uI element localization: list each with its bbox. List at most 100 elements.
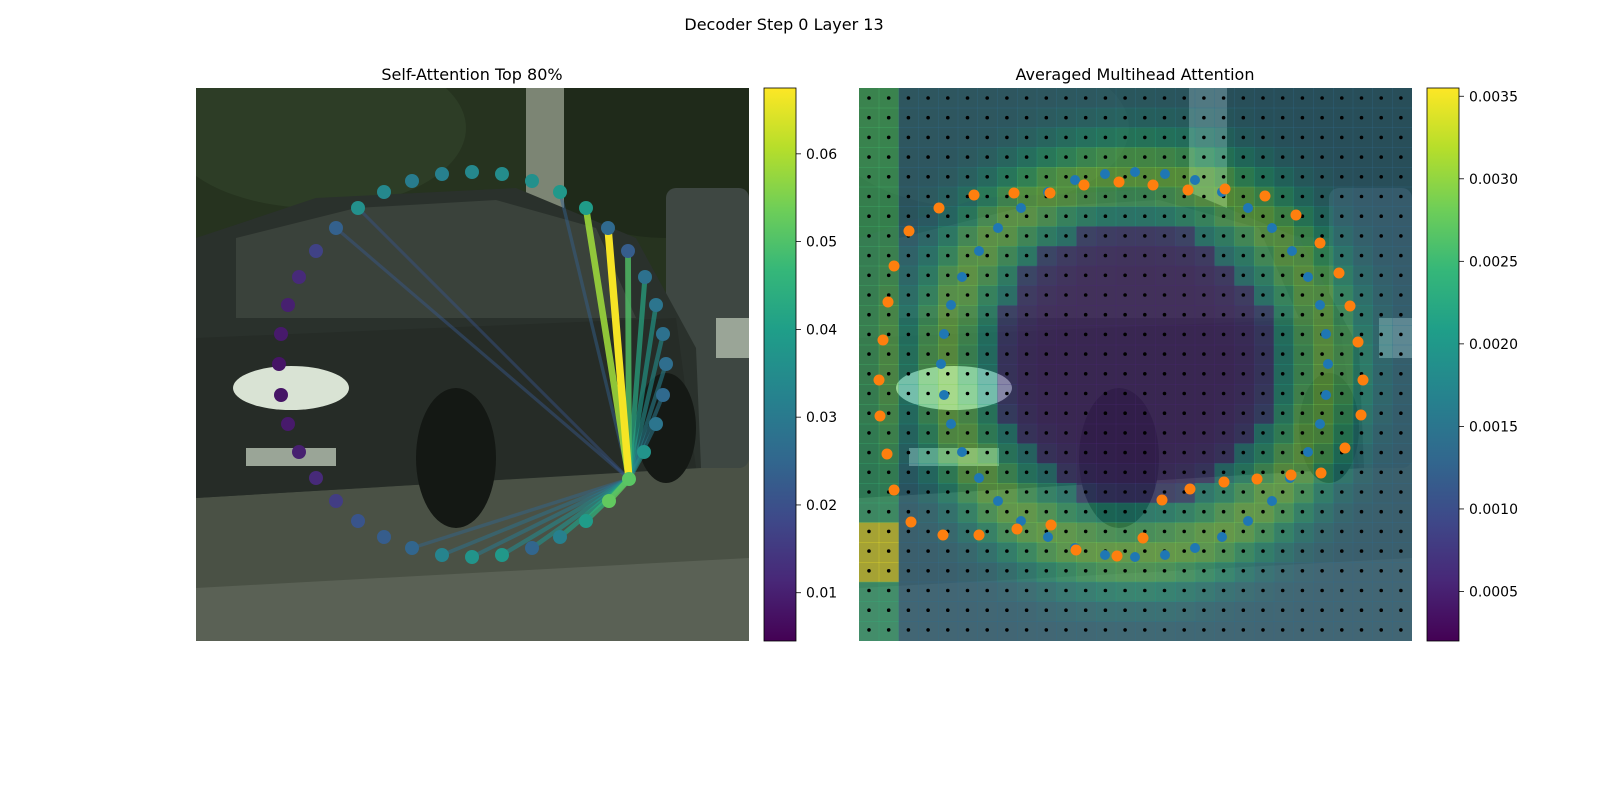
grid-dot	[1280, 234, 1285, 238]
grid-dot	[1221, 175, 1226, 179]
grid-dot	[1261, 509, 1265, 514]
grid-dot	[1241, 549, 1246, 553]
grid-dot	[886, 194, 891, 199]
grid-dot	[1005, 509, 1009, 514]
grid-dot	[1064, 391, 1068, 396]
grid-dot	[985, 194, 989, 199]
grid-dot	[1359, 549, 1364, 553]
grid-dot	[1379, 293, 1383, 297]
grid-dot	[1182, 155, 1186, 159]
grid-dot	[1399, 470, 1403, 475]
grid-dot	[867, 529, 871, 534]
grid-dot	[1261, 628, 1265, 632]
grid-dot	[985, 372, 989, 376]
grid-dot	[1340, 96, 1344, 100]
heatmap-cell	[1392, 601, 1412, 622]
heatmap-cell	[1313, 542, 1334, 563]
grid-dot	[946, 175, 950, 179]
grid-dot	[1340, 332, 1344, 337]
grid-dot	[946, 273, 950, 278]
grid-dot	[1005, 234, 1009, 238]
heatmap-cell	[1352, 562, 1373, 583]
grid-dot	[1359, 529, 1364, 534]
blue-point	[1100, 169, 1110, 179]
grid-dot	[985, 608, 989, 612]
grid-dot	[886, 234, 891, 238]
grid-dot	[1064, 312, 1068, 317]
grid-dot	[1064, 490, 1068, 494]
grid-dot	[965, 490, 970, 494]
grid-dot	[1182, 411, 1186, 416]
grid-dot	[1083, 490, 1088, 494]
contour-point	[274, 388, 288, 402]
colorbar-tick-label: 0.04	[806, 322, 837, 338]
grid-dot	[1359, 135, 1364, 140]
grid-dot	[1162, 234, 1167, 238]
grid-dot	[1261, 352, 1265, 356]
grid-dot	[1083, 293, 1088, 297]
grid-dot	[1399, 588, 1403, 593]
grid-dot	[1280, 588, 1285, 593]
grid-dot	[1162, 214, 1167, 218]
orange-point	[877, 334, 889, 346]
grid-dot	[1221, 411, 1226, 416]
grid-dot	[906, 96, 911, 100]
grid-dot	[1359, 155, 1364, 159]
grid-dot	[1280, 569, 1285, 573]
contour-point	[281, 417, 295, 431]
grid-dot	[1359, 234, 1364, 238]
grid-dot	[946, 214, 950, 218]
grid-dot	[1162, 509, 1167, 514]
grid-dot	[1300, 569, 1305, 573]
heatmap-cell	[1313, 581, 1334, 602]
grid-dot	[1261, 372, 1265, 376]
heatmap-cell	[1352, 601, 1373, 622]
grid-dot	[1005, 332, 1009, 337]
left-colorbar-gradient	[763, 87, 797, 642]
grid-dot	[1300, 628, 1305, 632]
grid-dot	[965, 529, 970, 534]
grid-dot	[1024, 529, 1029, 534]
grid-dot	[1379, 490, 1383, 494]
grid-dot	[1123, 411, 1127, 416]
grid-dot	[1162, 391, 1167, 396]
grid-dot	[1261, 273, 1265, 278]
grid-dot	[1221, 115, 1226, 120]
grid-dot	[1123, 214, 1127, 218]
grid-dot	[1083, 569, 1088, 573]
grid-dot	[1261, 234, 1265, 238]
orange-point	[1147, 179, 1159, 191]
grid-dot	[1280, 608, 1285, 612]
blue-point	[993, 223, 1003, 233]
grid-dot	[1083, 529, 1088, 534]
grid-dot	[906, 253, 911, 258]
grid-dot	[1182, 253, 1186, 258]
orange-point	[1285, 469, 1297, 481]
grid-dot	[1182, 608, 1186, 612]
grid-dot	[886, 549, 891, 553]
grid-dot	[985, 155, 989, 159]
grid-dot	[1340, 352, 1344, 356]
grid-dot	[1221, 509, 1226, 514]
contour-point	[656, 327, 670, 341]
heatmap-cell	[1392, 621, 1412, 641]
orange-point	[1355, 409, 1367, 421]
grid-dot	[1024, 293, 1029, 297]
grid-dot	[1143, 234, 1147, 238]
grid-dot	[906, 450, 911, 455]
grid-dot	[1280, 332, 1285, 337]
grid-dot	[1241, 450, 1246, 455]
grid-dot	[906, 608, 911, 612]
grid-dot	[926, 608, 930, 612]
heatmap-cell	[1234, 621, 1255, 641]
grid-dot	[1103, 273, 1108, 278]
left-colorbar-ticks: 0.01 0.02 0.03 0.04 0.05 0.06	[796, 147, 837, 602]
grid-dot	[1182, 293, 1186, 297]
grid-dot	[1083, 411, 1088, 416]
grid-dot	[1005, 175, 1009, 179]
grid-dot	[867, 411, 871, 416]
grid-dot	[1241, 214, 1246, 218]
grid-dot	[1123, 628, 1127, 632]
grid-dot	[1064, 96, 1068, 100]
